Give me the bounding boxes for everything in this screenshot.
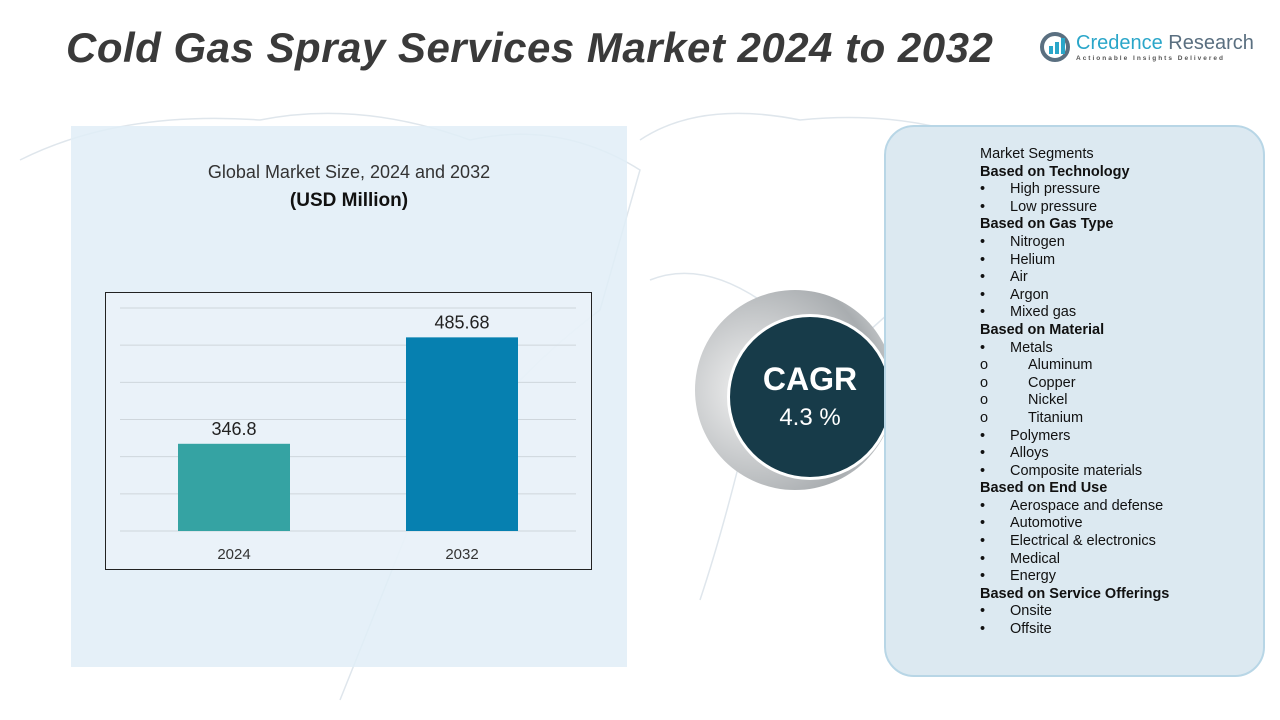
segment-item: o Aluminum [980, 357, 1169, 375]
bullet-icon: • [980, 198, 986, 215]
logo-name: Credence [1076, 32, 1163, 54]
logo-name-b: Research [1162, 32, 1254, 54]
logo-tagline: Actionable Insights Delivered [1076, 55, 1226, 62]
segment-group-title: Based on Gas Type [980, 216, 1114, 233]
bullet-icon: • [980, 269, 986, 286]
bar-2032 [406, 337, 518, 531]
cagr-label: CAGR [762, 361, 858, 397]
bullet-icon: • [980, 339, 986, 356]
segment-item: o Copper [980, 375, 1169, 393]
segment-item: • Electrical & electronics [980, 533, 1169, 551]
bullet-icon: • [980, 550, 986, 567]
bullet-icon: • [980, 621, 986, 638]
bar-chart-svg: 346.8 2024 485.68 2032 [120, 307, 576, 563]
segment-item: o Titanium [980, 410, 1169, 428]
segment-item-label: High pressure [1010, 181, 1101, 198]
bullet-icon: • [980, 603, 986, 620]
segment-item-label: Polymers [1010, 427, 1071, 444]
bullet-icon: • [980, 445, 986, 462]
segment-item: • Metals [980, 340, 1169, 358]
segment-item: • High pressure [980, 181, 1169, 199]
segment-item-label: Metals [1010, 339, 1053, 356]
bullet-icon: • [980, 286, 986, 303]
segment-item: • Composite materials [980, 463, 1169, 481]
chart-subtitle: Global Market Size, 2024 and 2032 [207, 162, 491, 182]
segments-panel [884, 125, 1265, 677]
segment-item: • Nitrogen [980, 234, 1169, 252]
bullet-icon: • [980, 304, 986, 321]
segment-item-label: Energy [1010, 568, 1056, 585]
segment-item: • Automotive [980, 515, 1169, 533]
segment-item: o Nickel [980, 392, 1169, 410]
segment-item-label: Helium [1010, 251, 1056, 268]
segment-item-label: Automotive [1010, 515, 1083, 532]
segment-item: • Argon [980, 287, 1169, 305]
segment-item: • Medical [980, 551, 1169, 569]
credence-research-logo: Credence Research Actionable Insights De… [1040, 32, 1254, 62]
segment-item-label: Aerospace and defense [1010, 497, 1164, 514]
segment-item-label: Offsite [1010, 621, 1052, 638]
segment-item: • Aerospace and defense [980, 498, 1169, 516]
bullet-icon: • [980, 515, 986, 532]
segment-item-label: Nitrogen [1010, 233, 1065, 250]
segment-item-label: Nickel [1028, 392, 1068, 409]
bullet-icon: • [980, 427, 986, 444]
bullet-icon: • [980, 533, 986, 550]
bar-chart: 346.8 2024 485.68 2032 [105, 292, 592, 570]
chart-unit: (USD Million) [289, 190, 409, 211]
bullet-icon: • [980, 181, 986, 198]
page-title: Cold Gas Spray Services Market 2024 to 2… [66, 24, 994, 71]
segment-item-label: Electrical & electronics [1010, 533, 1156, 550]
bullet-icon: • [980, 251, 986, 268]
segment-item: • Polymers [980, 428, 1169, 446]
cagr-value: 4.3 % [779, 404, 841, 431]
segment-group-title: Based on End Use [980, 480, 1108, 497]
x-tick-label: 2024 [217, 546, 250, 563]
segment-item: • Alloys [980, 445, 1169, 463]
cagr-badge: CAGR 4.3 % [727, 314, 893, 480]
segment-item-label: Mixed gas [1010, 304, 1077, 321]
bullet-icon: • [980, 497, 986, 514]
segment-group-title: Based on Material [980, 321, 1105, 338]
segment-item-label: Low pressure [1010, 198, 1098, 215]
segment-item: • Onsite [980, 603, 1169, 621]
bullet-icon: o [980, 357, 989, 374]
segment-item-label: Alloys [1010, 445, 1049, 462]
segment-item-label: Titanium [1028, 409, 1084, 426]
segment-item-label: Aluminum [1028, 357, 1093, 374]
segment-item-label: Air [1010, 269, 1028, 286]
bar-2024 [178, 443, 290, 531]
segment-item-label: Composite materials [1010, 462, 1143, 479]
segments-heading: Market Segments [980, 146, 1094, 162]
segment-group-title: Based on Technology [980, 163, 1130, 180]
market-segments-list: Market Segments Based on Technology • High… [980, 146, 1169, 639]
x-tick-label: 2032 [445, 546, 478, 563]
segment-item-label: Medical [1010, 550, 1060, 567]
segment-item: • Helium [980, 252, 1169, 270]
logo-chart-icon [1040, 32, 1070, 62]
segment-item-label: Onsite [1010, 603, 1052, 620]
data-label: 346.8 [211, 419, 256, 439]
bullet-icon: • [980, 233, 986, 250]
segment-item: • Offsite [980, 621, 1169, 639]
data-label: 485.68 [434, 312, 489, 332]
segment-item: • Mixed gas [980, 304, 1169, 322]
bullet-icon: • [980, 462, 986, 479]
bullet-icon: o [980, 392, 989, 409]
segment-item-label: Copper [1028, 374, 1076, 391]
segment-item-label: Argon [1010, 286, 1049, 303]
bullet-icon: o [980, 409, 989, 426]
segment-item: • Energy [980, 568, 1169, 586]
segment-group-title: Based on Service Offerings [980, 585, 1170, 602]
bullet-icon: o [980, 374, 989, 391]
segment-item: • Air [980, 269, 1169, 287]
bullet-icon: • [980, 568, 986, 585]
segment-item: • Low pressure [980, 199, 1169, 217]
